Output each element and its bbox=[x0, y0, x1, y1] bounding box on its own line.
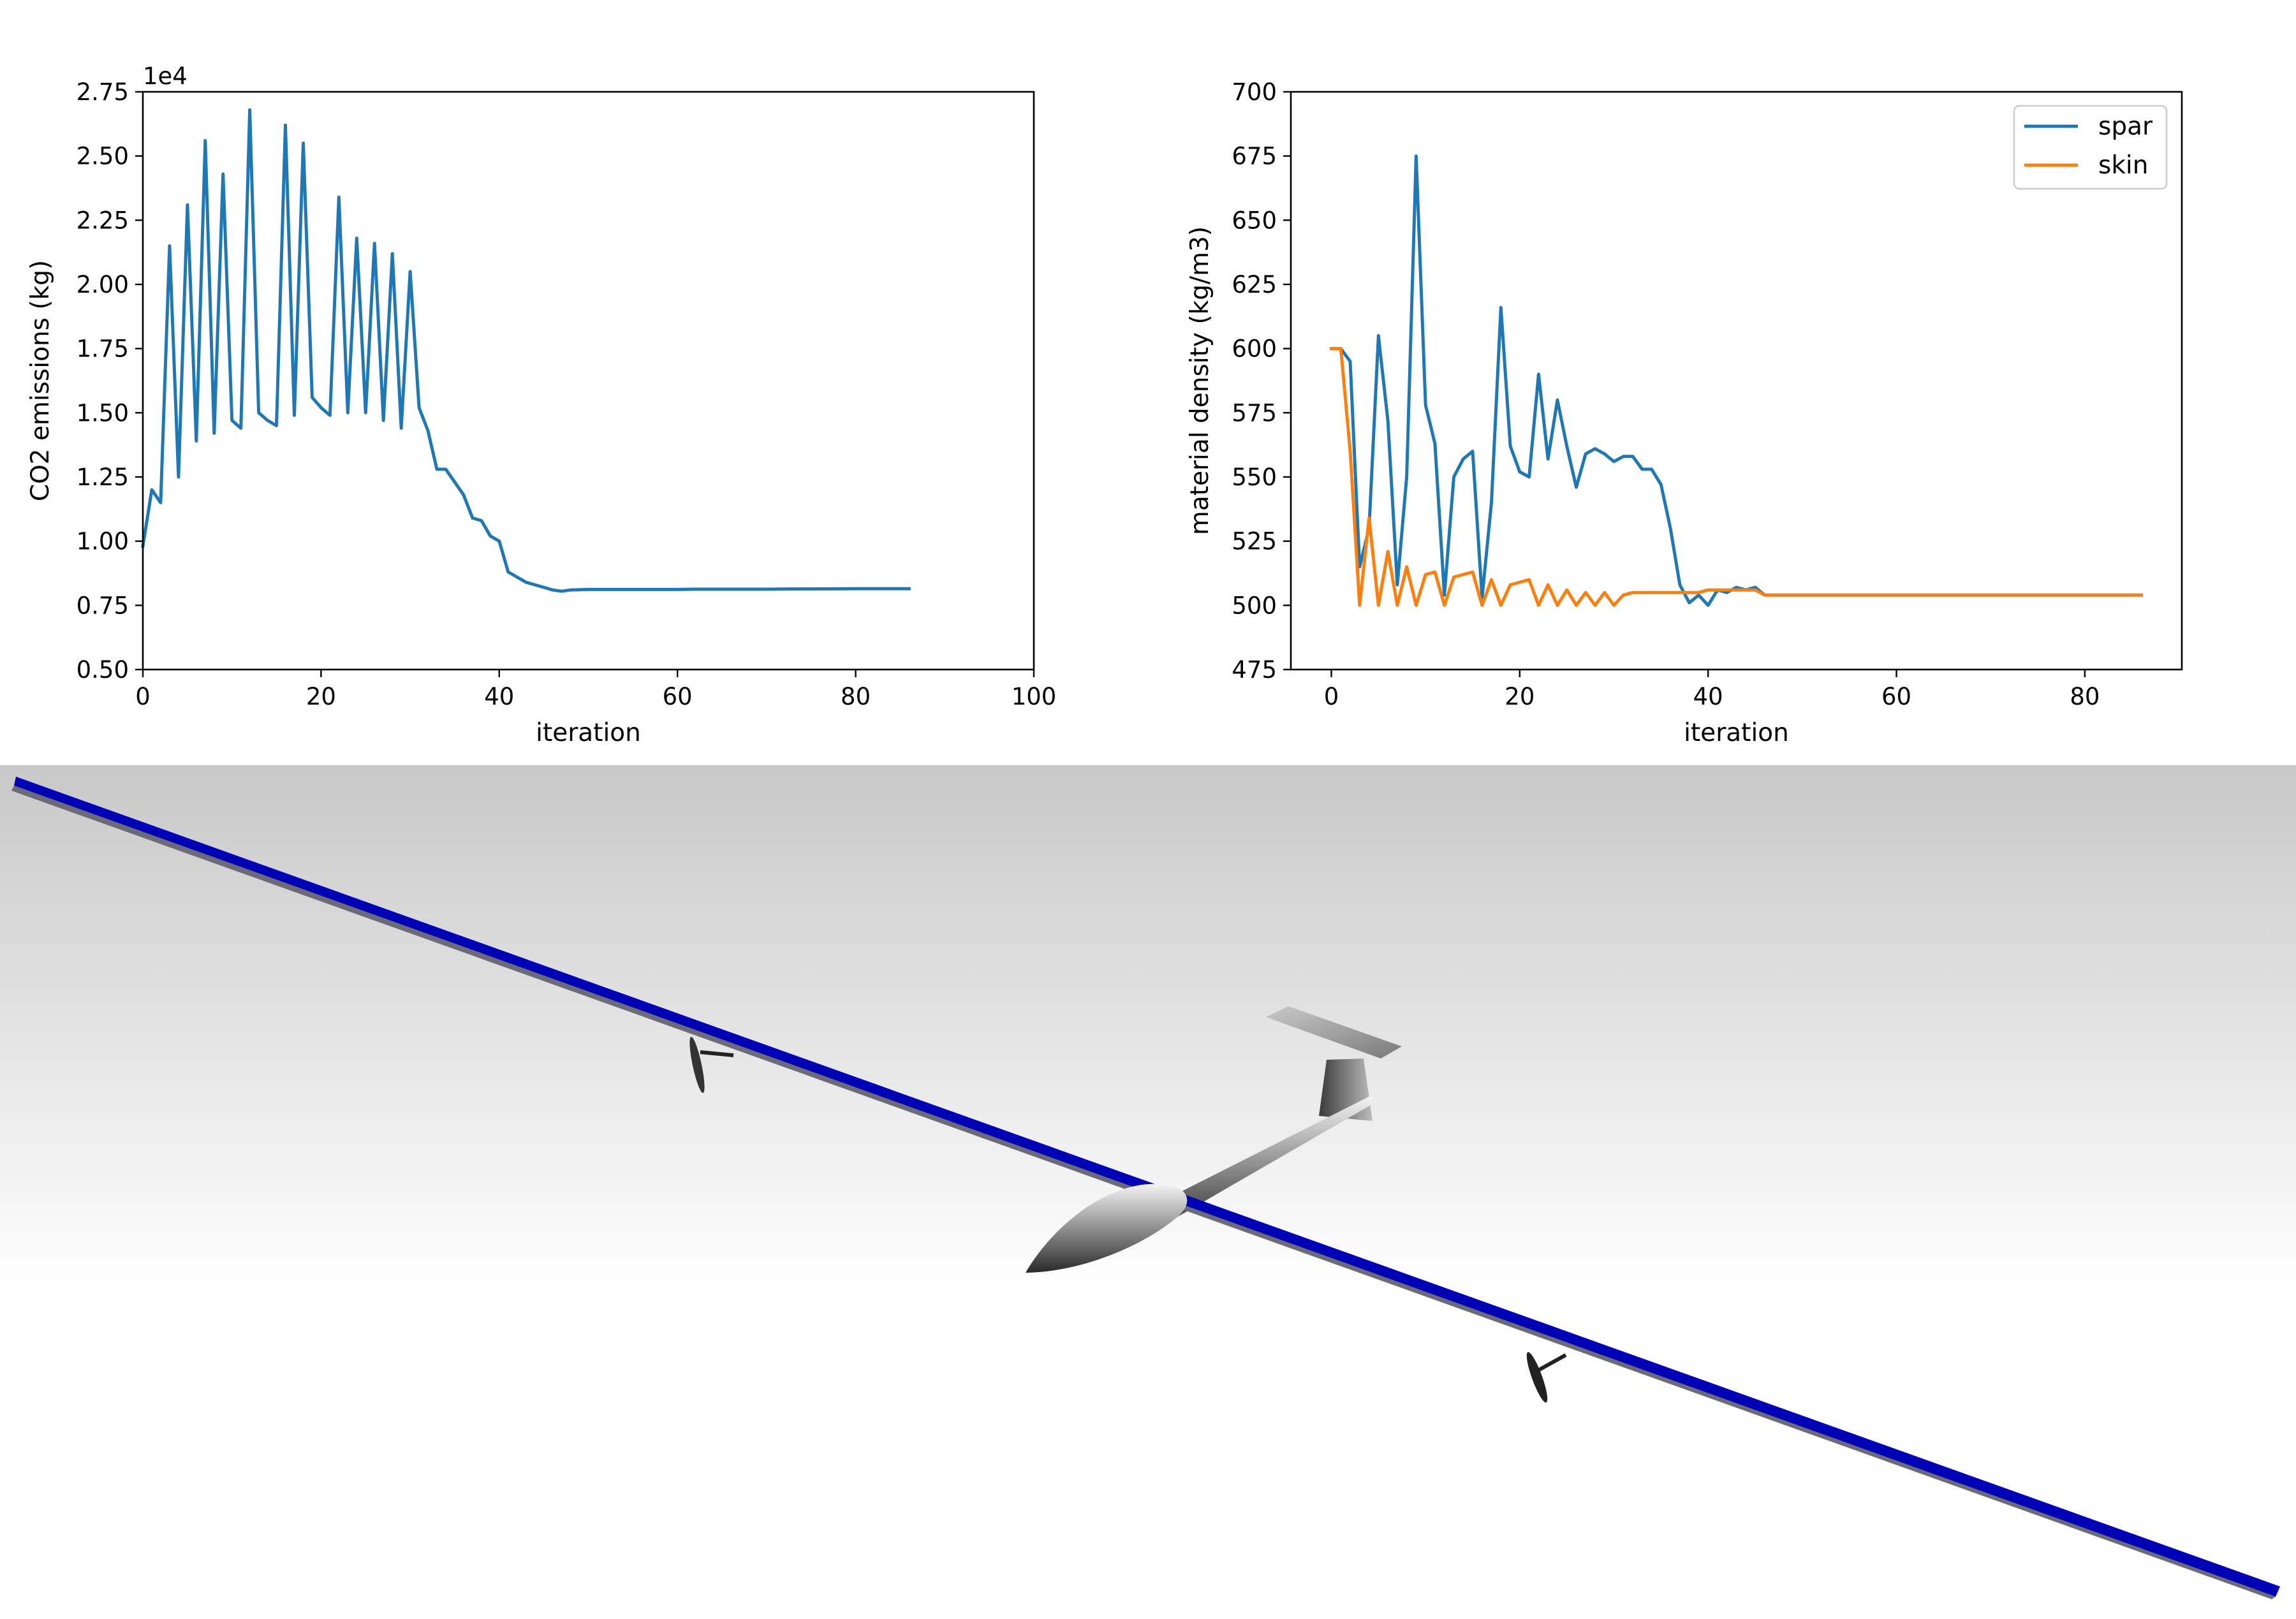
density-y-tick-label: 500 bbox=[1232, 592, 1277, 619]
co2-x-ticks: 0 20 40 60 80 100 bbox=[135, 670, 1056, 710]
co2-x-tick-label: 80 bbox=[841, 683, 871, 710]
co2-y-tick-label: 1.00 bbox=[77, 528, 129, 555]
co2-y-ticks: 0.50 0.75 1.00 1.25 1.50 1.75 2.00 2.25 2.50 2.75 bbox=[77, 78, 143, 684]
density-y-tick-label: 600 bbox=[1232, 335, 1277, 363]
co2-y-tick-label: 0.75 bbox=[77, 592, 129, 619]
co2-y-tick-label: 2.50 bbox=[77, 143, 129, 170]
co2-x-axis-label: iteration bbox=[536, 719, 641, 747]
density-y-tick-label: 525 bbox=[1232, 528, 1277, 555]
density-y-tick-label: 700 bbox=[1232, 78, 1277, 106]
density-y-tick-label: 550 bbox=[1232, 464, 1277, 491]
density-x-axis-label: iteration bbox=[1684, 719, 1789, 747]
co2-emissions-chart: 0 20 40 60 80 100 0.50 0.75 1.00 1.25 1.50 1.75 2.0… bbox=[26, 62, 1056, 747]
co2-offset-label: 1e4 bbox=[143, 62, 188, 90]
co2-y-tick-label: 2.25 bbox=[77, 207, 129, 234]
co2-y-tick-label: 1.50 bbox=[77, 399, 129, 427]
aircraft-render bbox=[0, 765, 2296, 1616]
density-plot-area bbox=[1332, 156, 2142, 606]
co2-x-tick-label: 60 bbox=[663, 683, 693, 710]
density-y-tick-label: 650 bbox=[1232, 207, 1277, 234]
density-y-tick-label: 625 bbox=[1232, 271, 1277, 298]
density-y-tick-label: 475 bbox=[1232, 656, 1277, 684]
co2-plot-area bbox=[143, 110, 909, 591]
co2-x-tick-label: 100 bbox=[1012, 683, 1057, 710]
density-x-ticks: 0 20 40 60 80 bbox=[1324, 670, 2100, 710]
density-x-tick-label: 60 bbox=[1881, 683, 1911, 710]
density-x-tick-label: 20 bbox=[1505, 683, 1534, 710]
density-y-tick-label: 575 bbox=[1232, 399, 1277, 427]
density-y-axis-label: material density (kg/m3) bbox=[1186, 226, 1214, 535]
co2-y-tick-label: 1.75 bbox=[77, 335, 129, 363]
co2-series-co2 bbox=[143, 110, 909, 591]
density-x-tick-label: 80 bbox=[2070, 683, 2100, 710]
density-x-tick-label: 40 bbox=[1693, 683, 1723, 710]
density-x-tick-label: 0 bbox=[1324, 683, 1339, 710]
co2-y-tick-label: 2.75 bbox=[77, 78, 129, 106]
density-legend: spar skin bbox=[2014, 106, 2167, 189]
co2-y-axis-label: CO2 emissions (kg) bbox=[26, 260, 55, 502]
co2-x-tick-label: 40 bbox=[484, 683, 514, 710]
co2-y-tick-label: 1.25 bbox=[77, 464, 129, 491]
co2-x-tick-label: 0 bbox=[135, 683, 151, 710]
density-y-ticks: 475 500 525 550 575 600 625 650 675 700 bbox=[1232, 78, 1291, 684]
legend-label-spar: spar bbox=[2098, 112, 2153, 141]
material-density-chart: 0 20 40 60 80 475 500 525 550 575 600 625 650 675 700… bbox=[1186, 78, 2182, 747]
co2-y-tick-label: 0.50 bbox=[77, 656, 129, 684]
co2-x-tick-label: 20 bbox=[306, 683, 336, 710]
legend-label-skin: skin bbox=[2098, 151, 2148, 180]
co2-y-tick-label: 2.00 bbox=[77, 271, 129, 298]
density-series-spar bbox=[1332, 156, 2142, 606]
density-y-tick-label: 675 bbox=[1232, 143, 1277, 170]
